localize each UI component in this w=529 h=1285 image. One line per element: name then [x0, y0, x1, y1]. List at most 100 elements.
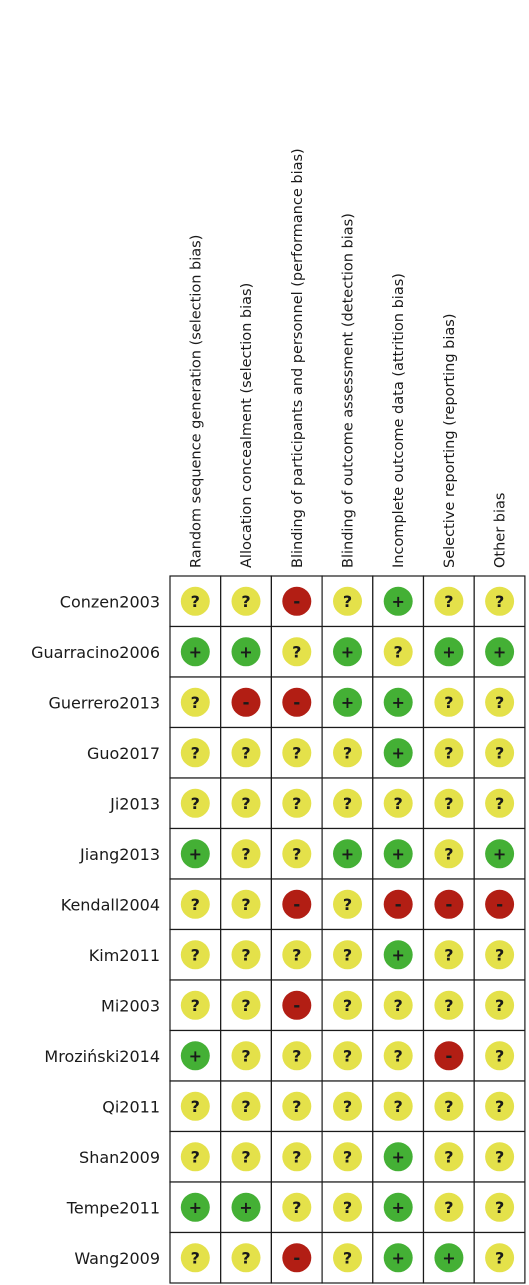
judgement-symbol: ?: [343, 996, 352, 1015]
judgement-symbol: +: [391, 844, 404, 863]
judgement-circle: [434, 1192, 464, 1222]
judgement-circle: [282, 738, 312, 768]
judgement-circle: [231, 990, 261, 1020]
judgement-circle: [485, 1192, 515, 1222]
judgement-symbol: -: [293, 1248, 300, 1268]
judgement-circle: [231, 637, 261, 667]
judgement-circle: [383, 586, 413, 616]
judgement-symbol: ?: [343, 592, 352, 611]
judgement-symbol: +: [239, 642, 252, 661]
judgement-circle: [333, 1142, 362, 1172]
judgement-circle: [282, 839, 312, 869]
judgement-symbol: +: [493, 642, 506, 661]
judgement-circle: [231, 1142, 261, 1172]
judgement-circle: [180, 1142, 210, 1172]
judgement-symbol: ?: [343, 945, 352, 964]
judgement-symbol: ?: [292, 945, 301, 964]
judgement-symbol: +: [391, 1198, 404, 1217]
judgement-circle: [485, 738, 515, 768]
judgement-symbol: ?: [394, 1046, 403, 1065]
judgement-symbol: +: [189, 1046, 202, 1065]
judgement-symbol: ?: [241, 1248, 250, 1267]
judgement-circle: [383, 889, 413, 919]
judgement-symbol: ?: [241, 844, 250, 863]
judgement-symbol: -: [445, 1046, 452, 1066]
column-labels: Random sequence generation (selection bi…: [188, 148, 508, 568]
judgement-circle: [282, 889, 312, 919]
judgement-circle: [485, 1091, 515, 1121]
judgement-symbol: +: [391, 743, 404, 762]
judgement-symbol: ?: [343, 895, 352, 914]
judgement-symbol: ?: [241, 1147, 250, 1166]
judgement-symbol: +: [189, 1198, 202, 1217]
judgement-symbol: ?: [191, 743, 200, 762]
judgement-circle: [282, 990, 312, 1020]
judgement-circle: [434, 1091, 464, 1121]
judgement-circle: [383, 990, 413, 1020]
judgement-circle: [282, 586, 312, 616]
judgement-circle: [434, 637, 464, 667]
judgement-symbol: +: [442, 1248, 455, 1267]
judgement-circle: [383, 788, 413, 818]
judgement-symbol: ?: [191, 1097, 200, 1116]
judgement-symbol: ?: [343, 1147, 352, 1166]
judgement-circle: [485, 889, 515, 919]
judgement-symbol: ?: [444, 693, 453, 712]
judgement-circle: [333, 1041, 362, 1071]
study-label: Tempe2011: [66, 1198, 160, 1217]
judgement-symbol: ?: [495, 996, 504, 1015]
judgement-symbol: +: [341, 642, 354, 661]
judgement-symbol: ?: [495, 1198, 504, 1217]
column-label: Incomplete outcome data (attrition bias): [391, 273, 407, 568]
judgement-circle: [180, 889, 210, 919]
judgement-symbol: ?: [241, 1046, 250, 1065]
judgement-circle: [333, 1243, 362, 1273]
judgement-symbol: ?: [444, 1198, 453, 1217]
judgement-symbol: ?: [495, 1248, 504, 1267]
judgement-symbol: ?: [444, 1147, 453, 1166]
table-cell: [321, 1130, 374, 1183]
judgement-circle: [434, 788, 464, 818]
judgement-circle: [485, 839, 515, 869]
judgement-circle: [434, 889, 464, 919]
judgement-symbol: ?: [292, 794, 301, 813]
study-label: Kendall2004: [61, 895, 160, 914]
judgement-circle: [333, 990, 362, 1020]
judgement-symbol: +: [341, 693, 354, 712]
judgement-circle: [231, 889, 261, 919]
judgement-circle: [282, 687, 312, 717]
judgement-symbol: ?: [241, 895, 250, 914]
judgement-circle: [485, 1243, 515, 1273]
study-label: Ji2013: [109, 794, 160, 813]
judgement-symbol: +: [391, 1248, 404, 1267]
judgement-circle: [485, 940, 515, 970]
judgement-symbol: -: [496, 895, 503, 915]
judgement-circle: [485, 990, 515, 1020]
judgement-circle: [383, 1041, 413, 1071]
judgement-circle: [180, 788, 210, 818]
judgement-circle: [333, 940, 362, 970]
column-label: Blinding of outcome assessment (detectio…: [341, 213, 357, 568]
judgement-symbol: +: [189, 844, 202, 863]
judgement-circle: [231, 839, 261, 869]
column-label: Random sequence generation (selection bi…: [188, 235, 204, 568]
judgement-circle: [333, 637, 362, 667]
judgement-circle: [383, 1091, 413, 1121]
judgement-symbol: ?: [343, 1248, 352, 1267]
judgement-symbol: +: [493, 844, 506, 863]
judgement-circle: [282, 788, 312, 818]
judgement-circle: [333, 687, 362, 717]
judgement-symbol: ?: [241, 996, 250, 1015]
judgement-circle: [485, 586, 515, 616]
judgement-circle: [180, 637, 210, 667]
judgement-symbol: +: [391, 693, 404, 712]
judgement-circle: [383, 738, 413, 768]
judgement-circle: [180, 1091, 210, 1121]
judgement-circle: [180, 839, 210, 869]
judgement-circle: [333, 1091, 362, 1121]
table-cell: [321, 726, 374, 779]
judgement-circle: [383, 687, 413, 717]
judgement-symbol: ?: [495, 1097, 504, 1116]
judgement-symbol: +: [391, 945, 404, 964]
judgement-symbol: ?: [495, 693, 504, 712]
